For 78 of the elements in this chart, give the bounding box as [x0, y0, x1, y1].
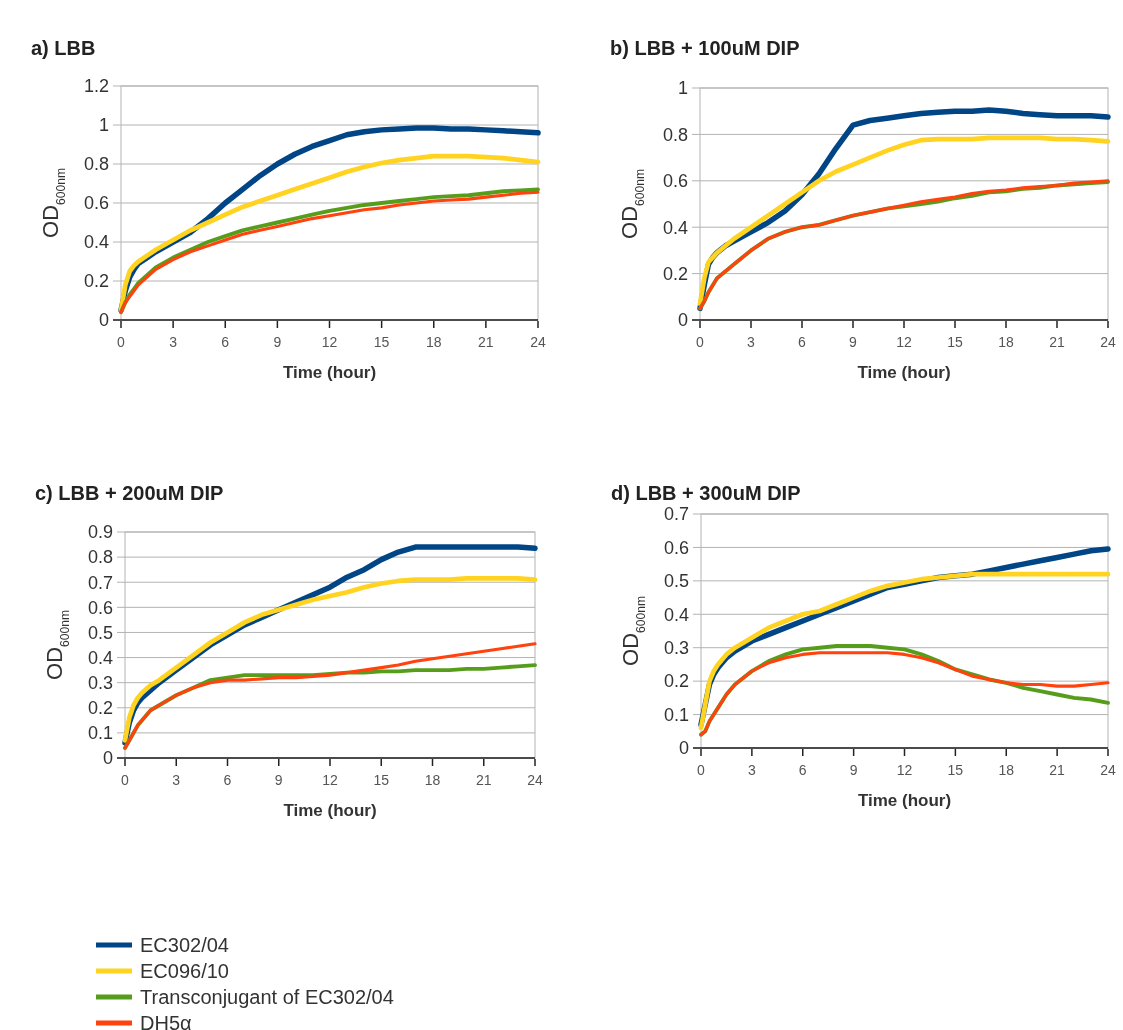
y-tick-label: 0.2 [662, 263, 688, 284]
y-tick-label: 0.4 [663, 604, 689, 625]
y-tick-label: 0.3 [87, 672, 113, 693]
x-tick-label: 21 [475, 772, 492, 788]
y-tick-label: 0.4 [662, 217, 688, 238]
y-tick-label: 1 [98, 115, 109, 136]
y-tick-label: 0.6 [87, 597, 113, 618]
y-tick-label: 0.5 [87, 622, 113, 643]
x-axis-title: Time (hour) [857, 363, 951, 382]
x-tick-label: 15 [373, 334, 390, 350]
legend-label: DH5α [140, 1012, 192, 1030]
x-tick-label: 9 [273, 334, 282, 350]
y-tick-label: 0 [678, 738, 689, 759]
y-tick-label: 0.1 [87, 723, 113, 744]
x-tick-label: 12 [896, 334, 912, 350]
y-tick-label: 0.6 [663, 537, 689, 558]
x-tick-label: 3 [747, 762, 756, 778]
legend-label: EC302/04 [140, 934, 229, 956]
x-tick-label: 24 [1100, 762, 1116, 778]
x-tick-label: 9 [849, 334, 858, 350]
y-tick-label: 0 [677, 310, 688, 331]
y-tick-label: 0.5 [663, 571, 689, 592]
y-tick-label: 0.9 [87, 522, 113, 543]
x-tick-label: 0 [121, 772, 130, 788]
chart-title: d) LBB + 300uM DIP [611, 482, 801, 504]
y-tick-label: 0.4 [87, 647, 113, 668]
x-tick-label: 9 [274, 772, 283, 788]
y-tick-label: 1 [677, 78, 688, 99]
x-tick-label: 24 [527, 772, 543, 788]
y-tick-label: 0.8 [87, 547, 113, 568]
x-tick-label: 0 [697, 762, 706, 778]
chart-title: c) LBB + 200uM DIP [35, 482, 224, 504]
x-tick-label: 15 [947, 762, 964, 778]
y-tick-label: 0.2 [83, 271, 109, 292]
y-tick-label: 0.3 [663, 638, 689, 659]
x-tick-label: 24 [530, 334, 546, 350]
x-tick-label: 15 [373, 772, 390, 788]
legend-label: EC096/10 [140, 960, 229, 982]
x-tick-label: 9 [849, 762, 858, 778]
x-tick-label: 3 [747, 334, 756, 350]
x-tick-label: 21 [478, 334, 494, 350]
x-tick-label: 6 [798, 762, 807, 778]
x-tick-label: 12 [896, 762, 913, 778]
x-tick-label: 18 [425, 334, 442, 350]
x-tick-label: 21 [1049, 762, 1066, 778]
x-tick-label: 21 [1049, 334, 1065, 350]
x-tick-label: 6 [221, 334, 230, 350]
y-tick-label: 0.4 [83, 232, 109, 253]
y-tick-label: 1.2 [83, 76, 109, 97]
x-tick-label: 6 [798, 334, 807, 350]
x-tick-label: 18 [998, 334, 1014, 350]
y-tick-label: 0.1 [663, 704, 689, 725]
x-tick-label: 18 [424, 772, 441, 788]
x-axis-title: Time (hour) [283, 801, 377, 820]
y-tick-label: 0.6 [83, 193, 109, 214]
x-tick-label: 3 [169, 334, 178, 350]
y-tick-label: 0.6 [662, 171, 688, 192]
y-tick-label: 0.7 [87, 572, 113, 593]
x-tick-label: 15 [947, 334, 963, 350]
chart-title: b) LBB + 100uM DIP [610, 37, 800, 59]
y-tick-label: 0.2 [663, 671, 689, 692]
y-tick-label: 0 [98, 310, 109, 331]
y-tick-label: 0.8 [83, 154, 109, 175]
chart-title: a) LBB [31, 37, 96, 59]
y-tick-label: 0.2 [87, 698, 113, 719]
x-tick-label: 18 [998, 762, 1015, 778]
x-tick-label: 3 [172, 772, 181, 788]
x-axis-title: Time (hour) [282, 363, 377, 382]
x-tick-label: 24 [1100, 334, 1116, 350]
x-axis-title: Time (hour) [857, 791, 952, 810]
x-tick-label: 12 [321, 334, 338, 350]
y-tick-label: 0.8 [662, 124, 688, 145]
y-tick-label: 0.7 [663, 504, 689, 525]
x-tick-label: 12 [322, 772, 338, 788]
x-tick-label: 6 [223, 772, 232, 788]
x-tick-label: 0 [117, 334, 126, 350]
legend-label: Transconjugant of EC302/04 [140, 986, 394, 1008]
x-tick-label: 0 [696, 334, 705, 350]
